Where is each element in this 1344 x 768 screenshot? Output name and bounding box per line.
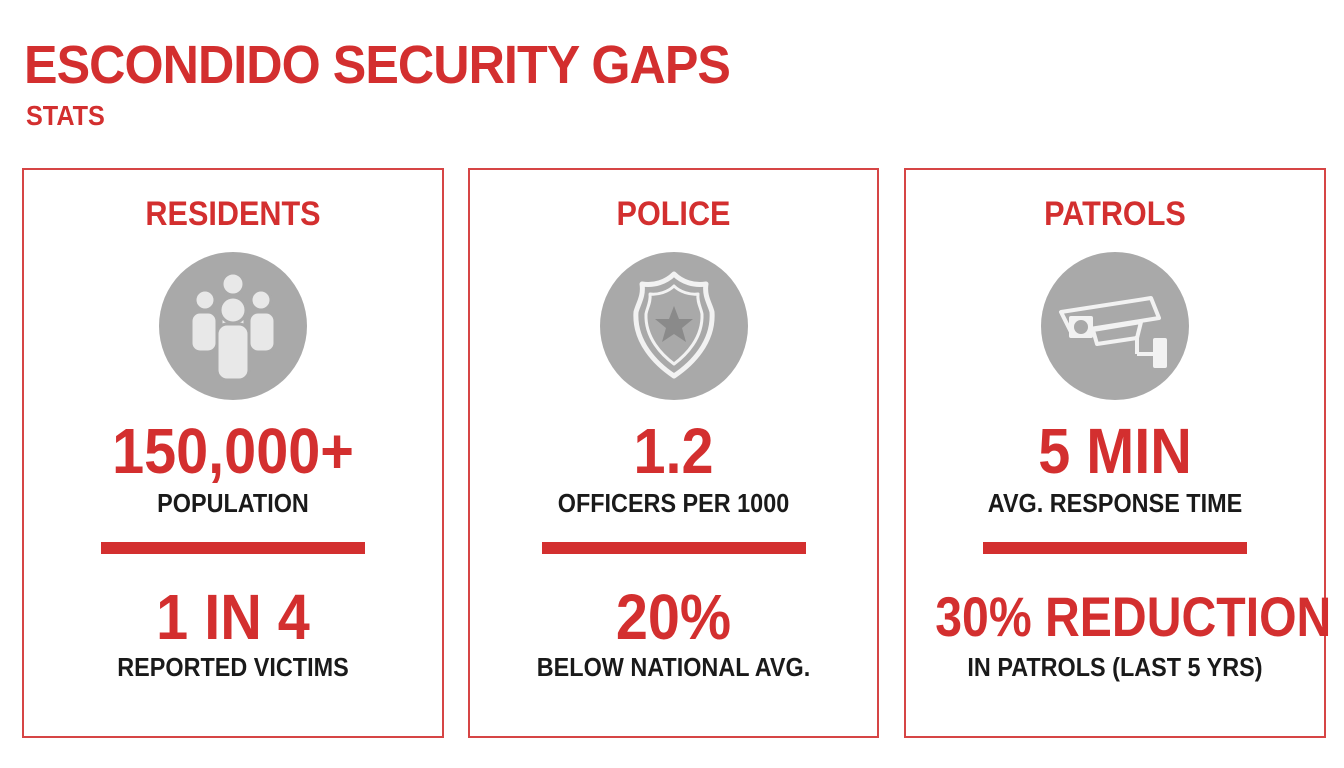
stat-label: AVG. RESPONSE TIME: [987, 488, 1243, 518]
security-camera-icon: [1041, 252, 1189, 400]
stat-value: 1.2: [633, 415, 714, 487]
stat-label: OFFICERS PER 1000: [557, 488, 790, 518]
stat-value: 1 IN 4: [156, 581, 310, 653]
police-badge-icon: [599, 252, 748, 400]
police-card: POLICE 1.2 OFFICERS PER 1000 20% BELOW N…: [468, 168, 879, 738]
people-group-icon: [159, 252, 307, 400]
residents-card: RESIDENTS 150,000+ POPULATION 1 IN 4 REP…: [22, 168, 444, 738]
stat-value: 150,000+: [112, 415, 354, 487]
card-heading: PATROLS: [1044, 195, 1186, 233]
page-subtitle: STATS: [26, 100, 105, 131]
card-heading: RESIDENTS: [145, 195, 321, 233]
card-heading: POLICE: [616, 195, 731, 233]
divider: [983, 542, 1247, 554]
divider: [101, 542, 365, 554]
stat-label: IN PATROLS (LAST 5 YRS): [967, 652, 1263, 682]
stat-label: POPULATION: [157, 488, 309, 518]
stat-label: REPORTED VICTIMS: [117, 652, 349, 682]
stat-value: 5 MIN: [1038, 415, 1192, 487]
patrols-card: PATROLS 5 MIN AVG. RESPONSE TIME 30% RED…: [904, 168, 1332, 738]
stat-value: 30% REDUCTION: [935, 585, 1332, 648]
page-title: ESCONDIDO SECURITY GAPS: [24, 35, 731, 95]
stat-value: 20%: [615, 581, 732, 653]
divider: [541, 542, 806, 554]
stat-label: BELOW NATIONAL AVG.: [536, 652, 811, 682]
